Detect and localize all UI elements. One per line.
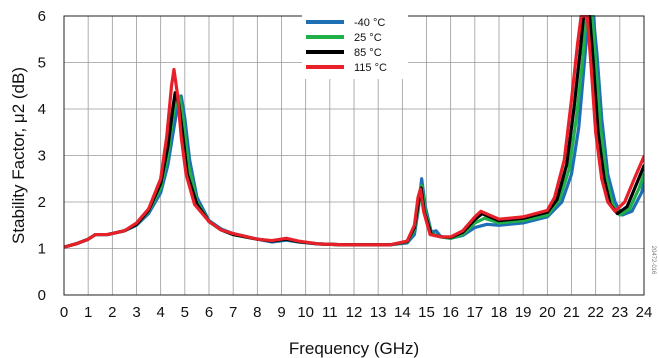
tick-labels: 0 1 2 3 4 5 6 7 8 9 10 11 12 13 14 15 16 17 18 19 20 21 22 23 24…: [38, 8, 653, 321]
y-tick-label: 6: [38, 8, 46, 25]
x-tick-label: 16: [442, 304, 459, 321]
y-tick-label: 3: [38, 148, 46, 165]
x-tick-label: 13: [370, 304, 387, 321]
x-tick-label: 21: [563, 304, 580, 321]
x-tick-label: 5: [181, 304, 189, 321]
x-tick-label: 14: [394, 304, 411, 321]
x-tick-label: 1: [84, 304, 92, 321]
x-tick-label: 20: [539, 304, 556, 321]
x-tick-label: 10: [297, 304, 314, 321]
legend-label-0: -40 °C: [354, 17, 385, 29]
x-tick-label: 3: [132, 304, 140, 321]
x-tick-label: 18: [491, 304, 508, 321]
legend-label-2: 85 °C: [354, 47, 382, 59]
x-tick-label: 23: [611, 304, 628, 321]
figure-id-note: 20472-016: [650, 246, 656, 275]
y-tick-label: 4: [38, 101, 46, 118]
x-tick-label: 0: [60, 304, 68, 321]
x-tick-label: 8: [253, 304, 261, 321]
x-tick-label: 15: [418, 304, 435, 321]
legend-label-1: 25 °C: [354, 32, 382, 44]
x-tick-label: 17: [466, 304, 483, 321]
x-tick-label: 22: [587, 304, 604, 321]
x-tick-label: 12: [346, 304, 363, 321]
x-tick-label: 9: [277, 304, 285, 321]
legend-label-3: 115 °C: [354, 62, 387, 74]
x-tick-label: 6: [205, 304, 213, 321]
y-tick-label: 1: [38, 241, 46, 258]
x-tick-label: 7: [229, 304, 237, 321]
y-tick-label: 5: [38, 55, 46, 72]
x-tick-label: 2: [108, 304, 116, 321]
x-axis-label: Frequency (GHz): [289, 339, 419, 358]
legend: -40 °C 25 °C 85 °C 115 °C: [302, 13, 408, 79]
y-tick-label: 2: [38, 194, 46, 211]
x-tick-label: 4: [156, 304, 164, 321]
x-tick-label: 19: [515, 304, 532, 321]
x-tick-label: 11: [322, 304, 338, 321]
x-tick-label: 24: [636, 304, 653, 321]
y-tick-label: 0: [38, 287, 46, 304]
y-axis-label: Stability Factor, μ2 (dB): [9, 67, 28, 244]
